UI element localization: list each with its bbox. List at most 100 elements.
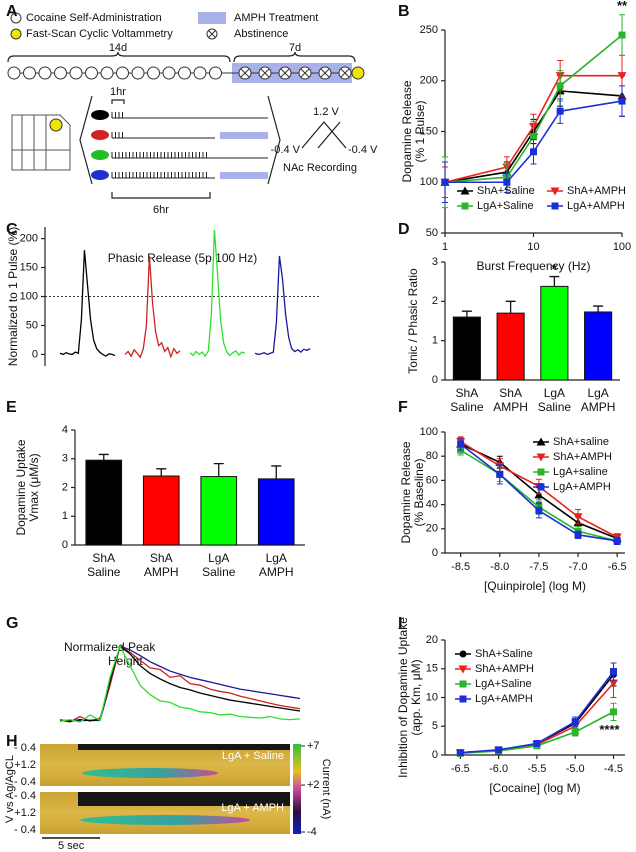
abstinence-cross [340,68,350,78]
y-tick-label: 3 [62,453,68,465]
error-bar [98,453,109,461]
x-tick-label: LgA [208,551,229,565]
duration-label: 7d [289,42,301,54]
rat-icon [91,110,109,120]
bracket [79,95,93,185]
day-dot [100,66,114,80]
y-tick-label: 60 [426,474,438,486]
legend-icon [206,28,218,40]
legend-label: LgA+AMPH [475,693,533,705]
y-tick-label: 0 [432,547,438,559]
plot-label: LgA + AMPH [221,802,284,814]
legend-label: LgA+AMPH [553,481,611,493]
panel-letter: H [6,733,18,750]
trace [59,644,301,722]
marker [533,740,541,747]
x-axis-label: Burst Frequency (Hz) [476,259,590,273]
marker [556,107,564,115]
timeline-days [7,66,365,80]
y-tick-label: 10 [426,691,438,703]
significance: ** [617,0,628,13]
day-dot [193,66,207,80]
bar [85,459,123,546]
x-tick-label: -8.0 [490,561,509,573]
abstinence-cross [260,68,270,78]
x-tick-label: -4.5 [604,763,623,775]
x-tick-label: ShA [456,386,479,400]
marker [609,679,619,688]
x-axis-label: [Quinpirole] (log M) [484,579,586,593]
legend-label: LgA+Saline [477,200,534,212]
y-tick-label: 1 [62,510,68,522]
rat-icon [91,150,109,160]
fscv-dot [351,66,365,80]
y-axis-label: Dopamine Release [399,441,413,543]
error-bar [505,300,516,314]
y-tick-label: 150 [20,261,38,273]
x-tick-label: -8.5 [451,561,470,573]
marker [496,470,504,478]
legend-label: ShA+AMPH [553,451,612,463]
marker [503,178,511,186]
day-dot [178,66,191,80]
marker [617,72,627,81]
error-bar [549,275,560,287]
y-tick-label: 15 [426,663,438,675]
marker [441,178,449,186]
marker [571,728,579,736]
y-tick-label: 1 [432,335,438,347]
brace [7,51,231,63]
y-tick-label: 50 [426,227,438,239]
x-tick-label: AMPH [259,565,294,579]
y-axis-label: Dopamine Uptake [14,439,28,535]
y-axis-label: Vmax (μM/s) [27,453,41,521]
y-tick-label: 200 [20,232,38,244]
x-tick-label: AMPH [493,400,528,414]
y-tick-label: 3 [432,256,438,268]
legend-label: LgA+AMPH [567,200,625,212]
y-tick-label: 50 [26,319,38,331]
waveform [301,121,347,149]
legend-label: ShA+saline [553,436,609,448]
duration-label: 14d [109,42,127,54]
trace [189,229,246,358]
x-tick-label: -5.5 [527,763,546,775]
y-tick-label: 0 [62,539,68,551]
color-plot-blob [82,768,218,778]
significance: * [552,260,558,276]
error-bar [593,305,604,312]
legend-icon [10,12,22,24]
trace [59,250,116,357]
y-tick-label: 0 [432,374,438,386]
x-tick-label: AMPH [144,565,179,579]
panel-letter: A [6,3,18,20]
x-tick-label: Saline [450,400,484,414]
marker [457,440,465,448]
x-tick-label: ShA [150,551,173,565]
marker [537,468,545,476]
marker [551,202,559,210]
x-tick-label: -5.0 [566,763,585,775]
trace [59,644,301,723]
marker [618,97,626,105]
day-dot [7,66,21,80]
marker [536,437,546,446]
marker [535,507,543,515]
marker [536,453,546,462]
marker [610,668,618,676]
colorbar-tick-label: +7 [307,740,320,752]
y-tick-label: - 0.4 [14,824,36,836]
y-axis-label: Inhibition of Dopamine Uptake [396,617,410,778]
legend-icon [10,28,22,40]
x-tick-label: 100 [613,241,631,253]
error-bar [156,468,167,476]
waveform-label: -0.4 V [348,144,378,156]
y-tick-label: 150 [420,125,438,137]
rat-icon [91,130,109,140]
panel-a: Cocaine Self-Administration Fast-Scan Cy… [7,12,378,216]
marker [613,537,621,545]
legend-label: LgA+Saline [475,678,532,690]
amph-bar [220,132,268,139]
y-tick-label: 2 [432,295,438,307]
